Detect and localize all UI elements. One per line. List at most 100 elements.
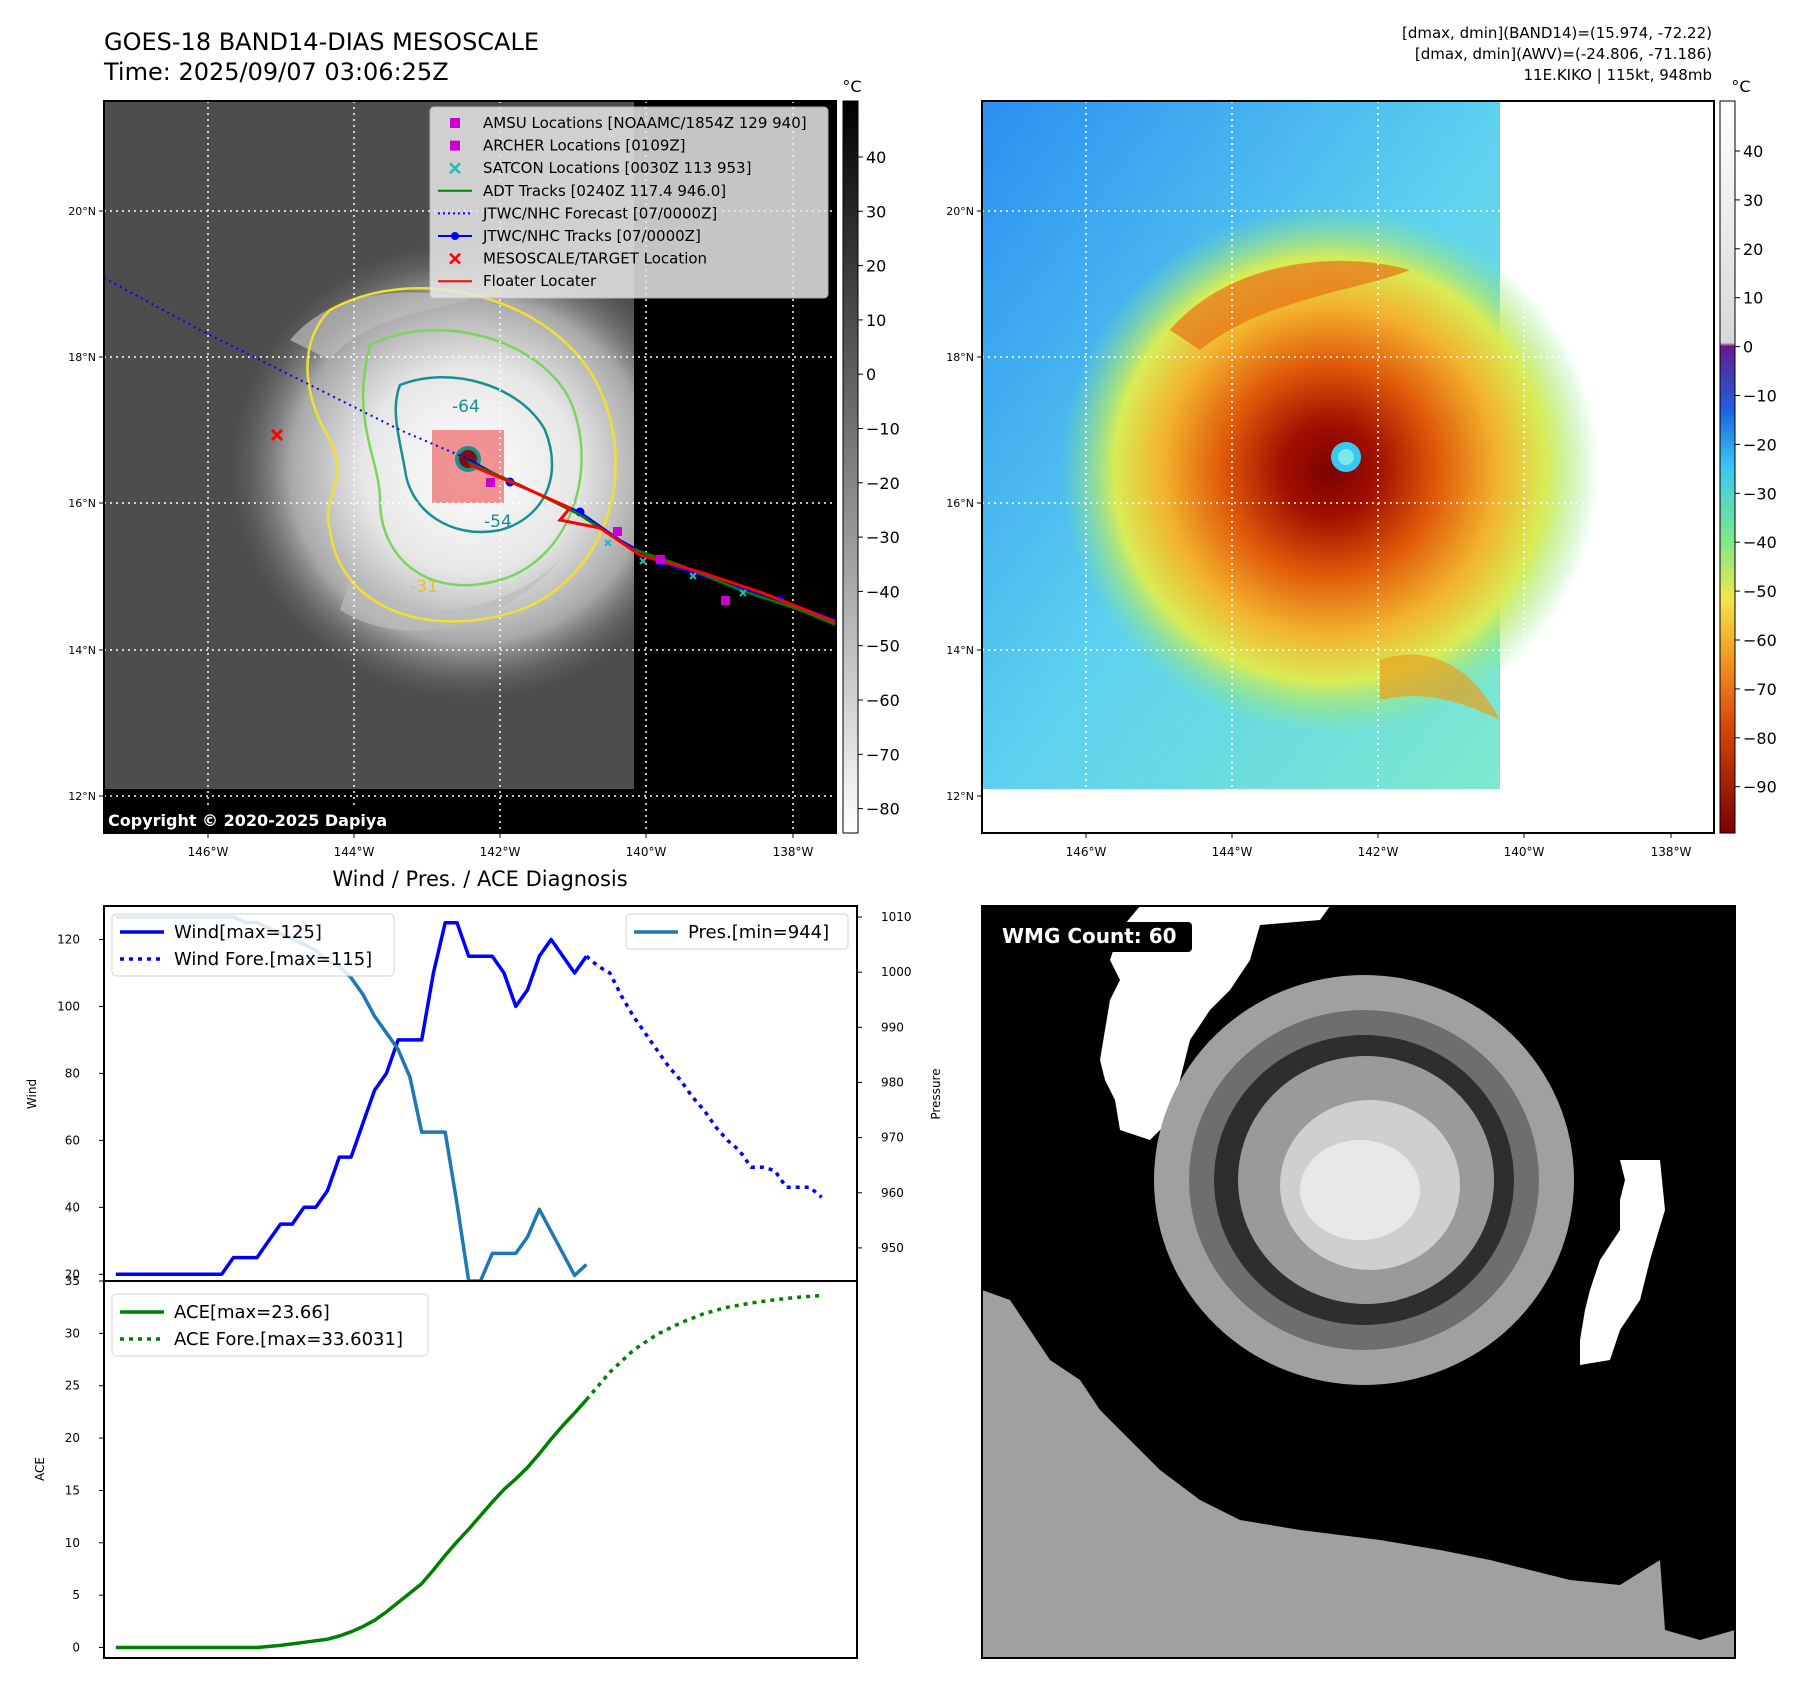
map-legend-item: MESOSCALE/TARGET Location	[449, 250, 707, 268]
y-tick-label: 60	[65, 1133, 80, 1147]
lon-tick-label: 138°W	[773, 845, 814, 859]
pressure-axis-label: Pressure	[929, 1068, 943, 1119]
map-legend-label: ARCHER Locations [0109Z]	[483, 137, 686, 155]
wmg-cold-region	[982, 1290, 1735, 1658]
lon-tick-label: 142°W	[480, 845, 521, 859]
lat-tick-label: 12°N	[68, 790, 96, 803]
chart-legend-label: ACE[max=23.66]	[174, 1302, 330, 1323]
ir-map-legend: AMSU Locations [NOAAMC/1854Z 129 940] ARC…	[429, 106, 829, 299]
chart-legend-label: ACE Fore.[max=33.6031]	[174, 1329, 403, 1350]
lon-tick-label: 140°W	[626, 845, 667, 859]
color-colorbar-scale	[1719, 100, 1736, 834]
contour-label-64: -64	[452, 397, 480, 417]
map-legend-item: Floater Locater	[438, 272, 597, 290]
chart-legend: ACE[max=23.66] ACE Fore.[max=33.6031]	[111, 1293, 429, 1357]
wmg-warm-region-north	[1100, 906, 1330, 1140]
legend-marker-x	[449, 252, 461, 265]
floater-track	[469, 463, 836, 624]
lat-tick-label: 18°N	[68, 351, 96, 364]
ir-map-panel: -64 -54 -31	[68, 100, 837, 859]
map-legend-label: JTWC/NHC Tracks [07/0000Z]	[482, 227, 701, 245]
map-legend-label: Floater Locater	[483, 272, 597, 290]
lon-tick-label: 144°W	[1212, 845, 1253, 859]
y-tick-label: 15	[65, 1483, 80, 1497]
ace-chart: 35 30 25 20 15 10 5 0 ACE[max=23.66] ACE Fore.[ma…	[33, 1274, 858, 1659]
ir-lat-ticks: 20°N 18°N 16°N 14°N 12°N	[68, 205, 104, 803]
wmg-warm-region-east	[1580, 1160, 1665, 1365]
lon-tick-label: 144°W	[334, 845, 375, 859]
contour-64	[394, 376, 554, 534]
copyright-box	[104, 807, 414, 833]
map-legend-item: AMSU Locations [NOAAMC/1854Z 129 940]	[450, 114, 807, 132]
ir-spiral-band	[290, 292, 470, 360]
y-tick-label: 120	[57, 932, 80, 946]
y-right-tick-label: 1010	[881, 910, 912, 924]
awv-gridlines	[982, 101, 1714, 833]
satcon-points	[604, 539, 747, 597]
chart-legend-label: Wind Fore.[max=115]	[174, 949, 372, 970]
amsu-archer-points	[486, 478, 730, 605]
chart-legend: Wind[max=125] Wind Fore.[max=115]	[111, 913, 395, 977]
wmg-frame	[981, 905, 1736, 1659]
y-tick-label: 40	[65, 1200, 80, 1214]
map-legend-label: JTWC/NHC Forecast [07/0000Z]	[482, 204, 717, 222]
gray-colorbar-label: −60	[866, 691, 900, 710]
contour-31	[306, 287, 617, 623]
legend-marker-dot	[451, 232, 459, 240]
wmg-eye-center	[1300, 1140, 1420, 1240]
y-right-tick-label: 950	[881, 1241, 904, 1255]
gray-colorbar-label: −20	[866, 474, 900, 493]
storm-info: 11E.KIKO | 115kt, 948mb	[1523, 66, 1712, 84]
lon-tick-label: 140°W	[1504, 845, 1545, 859]
y-tick-label: 100	[57, 999, 80, 1013]
color-colorbar-label: −40	[1743, 533, 1777, 552]
color-colorbar-label: 40	[1743, 142, 1763, 161]
y-right-tick-label: 1000	[881, 965, 912, 979]
wmg-count-box	[1000, 922, 1192, 952]
legend-marker-x	[449, 162, 461, 175]
color-colorbar-label: 10	[1743, 289, 1763, 308]
y-right-tick-label: 980	[881, 1075, 904, 1089]
gray-colorbar-unit: °C	[842, 77, 861, 96]
gray-colorbar-label: −10	[866, 420, 900, 439]
color-colorbar-label: −60	[1743, 631, 1777, 650]
chart-legend-label: Pres.[min=944]	[688, 922, 829, 943]
color-colorbar-label: −70	[1743, 680, 1777, 699]
y-tick-label: 25	[65, 1379, 80, 1393]
y-tick-label: 80	[65, 1066, 80, 1080]
awv-eye-center	[1338, 449, 1354, 465]
color-colorbar: °C 40 30 20 10 0 −10 −20 −30 −40 −50 −60 −70 −80 −90	[1719, 77, 1777, 834]
y-right-tick-label: 960	[881, 1186, 904, 1200]
awv-lon-ticks: 146°W 144°W 142°W 140°W 138°W	[1066, 833, 1692, 859]
lat-tick-label: 16°N	[946, 497, 974, 510]
series-line-dotted	[585, 1293, 822, 1401]
chart-legend-box	[111, 1293, 429, 1357]
gray-colorbar-label: 0	[866, 365, 876, 384]
wmg-panel: WMG Count: 60	[981, 905, 1736, 1659]
chart-legend-label: Wind[max=125]	[174, 922, 322, 943]
chart-legend: Pres.[min=944]	[625, 913, 849, 950]
map-legend-item: SATCON Locations [0030Z 113 953]	[449, 159, 751, 177]
color-colorbar-label: −90	[1743, 778, 1777, 797]
lat-tick-label: 14°N	[68, 644, 96, 657]
y-tick-label: 10	[65, 1536, 80, 1550]
color-colorbar-unit: °C	[1731, 77, 1750, 96]
chart-legend-box	[111, 913, 395, 977]
lat-tick-label: 12°N	[946, 790, 974, 803]
gray-colorbar-label: −40	[866, 582, 900, 601]
awv-map-panel: 20°N 18°N 16°N 14°N 12°N 146°W 144°W 142°W 140°…	[946, 100, 1715, 859]
awv-spiral-band	[1170, 260, 1410, 350]
lat-tick-label: 18°N	[946, 351, 974, 364]
map-legend-item: ARCHER Locations [0109Z]	[450, 137, 686, 155]
contour-label-31: -31	[410, 577, 438, 597]
map-legend-label: SATCON Locations [0030Z 113 953]	[483, 159, 751, 177]
series-line-solid	[115, 1398, 588, 1650]
ir-spiral-band-south	[340, 560, 560, 631]
awv-spiral-band-south	[1380, 654, 1500, 720]
color-colorbar-label: −30	[1743, 484, 1777, 503]
wind-axis-label: Wind	[25, 1079, 39, 1109]
contour-54-green	[361, 328, 583, 587]
lat-tick-label: 14°N	[946, 644, 974, 657]
ir-lon-ticks: 146°W 144°W 142°W 140°W 138°W	[188, 833, 814, 859]
